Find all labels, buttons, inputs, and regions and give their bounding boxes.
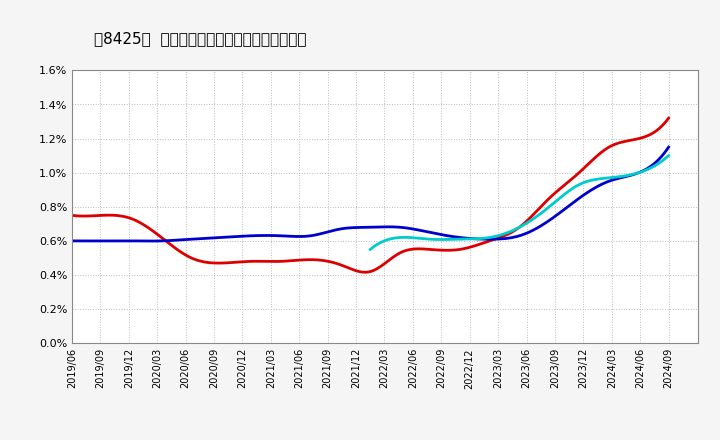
Text: ［8425］  経常利益マージンの標準偏差の推移: ［8425］ 経常利益マージンの標準偏差の推移 (94, 31, 306, 46)
